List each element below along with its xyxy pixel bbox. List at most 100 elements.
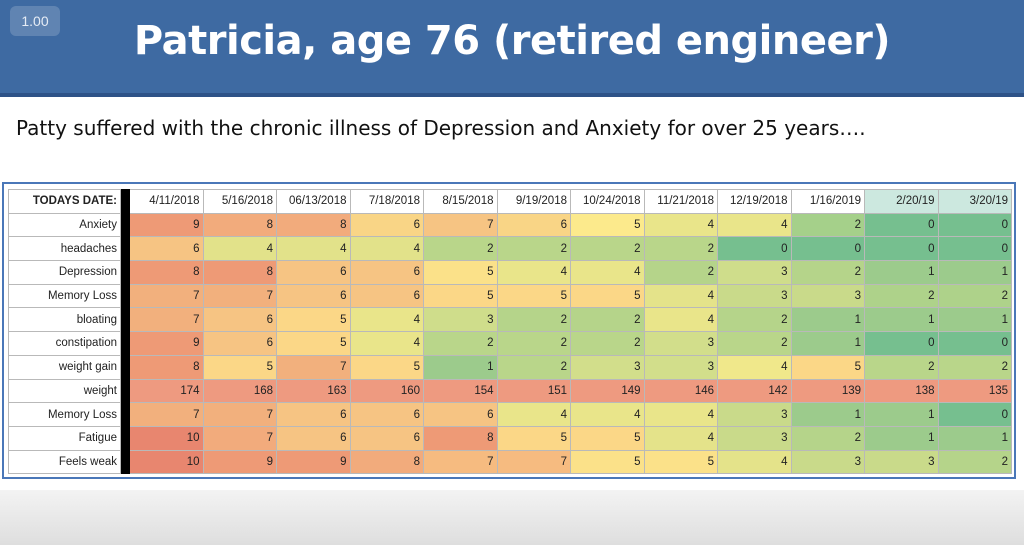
value-cell: 1 xyxy=(864,425,939,451)
table-row: constipation 9 6 5 4 2 2 2 3 2 1 0 0 xyxy=(8,331,1012,356)
value-cell: 7 xyxy=(202,283,277,309)
value-cell: 5 xyxy=(423,283,498,309)
value-cell: 4 xyxy=(570,260,645,285)
value-cell: 6 xyxy=(423,402,498,427)
column-separator xyxy=(120,449,130,475)
value-cell: 3 xyxy=(790,449,865,475)
value-cell: 154 xyxy=(423,378,498,404)
value-cell: 4 xyxy=(643,402,718,427)
value-cell: 1 xyxy=(790,331,865,356)
slide-title: Patricia, age 76 (retired engineer) xyxy=(133,18,891,64)
value-cell: 2 xyxy=(570,331,645,356)
row-label: bloating xyxy=(8,307,121,333)
row-label: headaches xyxy=(8,236,121,262)
date-header-cell: 10/24/2018 xyxy=(570,189,645,214)
value-cell: 2 xyxy=(717,331,792,356)
value-cell: 1 xyxy=(423,354,498,380)
value-cell: 3 xyxy=(864,449,939,475)
value-cell: 5 xyxy=(570,425,645,451)
value-cell: 4 xyxy=(496,402,571,427)
value-cell: 2 xyxy=(496,307,571,333)
date-header-cell: 2/20/19 xyxy=(864,189,939,214)
value-cell: 1 xyxy=(864,307,939,333)
value-cell: 135 xyxy=(937,378,1012,404)
value-cell: 1 xyxy=(790,402,865,427)
value-cell: 6 xyxy=(276,402,351,427)
value-cell: 2 xyxy=(864,354,939,380)
value-cell: 10 xyxy=(129,425,204,451)
row-label: constipation xyxy=(8,331,121,356)
row-label: Feels weak xyxy=(8,449,121,475)
column-separator xyxy=(120,212,130,238)
value-cell: 2 xyxy=(864,283,939,309)
title-banner: 1.00 Patricia, age 76 (retired engineer) xyxy=(0,0,1024,97)
value-cell: 1 xyxy=(937,307,1012,333)
value-cell: 8 xyxy=(423,425,498,451)
value-cell: 1 xyxy=(937,425,1012,451)
row-label: Fatigue xyxy=(8,425,121,451)
value-cell: 10 xyxy=(129,449,204,475)
value-cell: 0 xyxy=(717,236,792,262)
date-header-cell: 7/18/2018 xyxy=(349,189,424,214)
value-cell: 174 xyxy=(129,378,204,404)
value-cell: 0 xyxy=(864,236,939,262)
value-cell: 1 xyxy=(864,402,939,427)
row-label: Memory Loss xyxy=(8,283,121,309)
value-cell: 4 xyxy=(643,212,718,238)
value-cell: 3 xyxy=(570,354,645,380)
value-cell: 5 xyxy=(790,354,865,380)
value-cell: 4 xyxy=(496,260,571,285)
value-cell: 3 xyxy=(717,260,792,285)
value-cell: 4 xyxy=(717,449,792,475)
table-row: Feels weak 10 9 9 8 7 7 5 5 4 3 3 2 xyxy=(8,449,1012,475)
value-cell: 0 xyxy=(864,212,939,238)
value-cell: 1 xyxy=(864,260,939,285)
value-cell: 8 xyxy=(202,260,277,285)
column-separator xyxy=(120,378,130,404)
table-row: Memory Loss 7 7 6 6 6 4 4 4 3 1 1 0 xyxy=(8,402,1012,427)
value-cell: 6 xyxy=(349,260,424,285)
value-cell: 6 xyxy=(349,283,424,309)
date-header-cell: 12/19/2018 xyxy=(717,189,792,214)
value-cell: 5 xyxy=(276,307,351,333)
value-cell: 7 xyxy=(202,425,277,451)
value-cell: 8 xyxy=(202,212,277,238)
value-cell: 2 xyxy=(937,449,1012,475)
date-header-cell: 06/13/2018 xyxy=(276,189,351,214)
column-separator xyxy=(120,189,130,214)
date-header-cell: 1/16/2019 xyxy=(790,189,865,214)
value-cell: 2 xyxy=(790,212,865,238)
table-row: Fatigue 10 7 6 6 8 5 5 4 3 2 1 1 xyxy=(8,425,1012,451)
value-cell: 146 xyxy=(643,378,718,404)
value-cell: 149 xyxy=(570,378,645,404)
table-row: bloating 7 6 5 4 3 2 2 4 2 1 1 1 xyxy=(8,307,1012,333)
row-label: weight xyxy=(8,378,121,404)
table-row: Memory Loss 7 7 6 6 5 5 5 4 3 3 2 2 xyxy=(8,283,1012,309)
value-cell: 3 xyxy=(643,354,718,380)
value-cell: 0 xyxy=(937,402,1012,427)
value-cell: 6 xyxy=(276,425,351,451)
value-cell: 5 xyxy=(423,260,498,285)
value-cell: 0 xyxy=(937,331,1012,356)
value-cell: 8 xyxy=(349,449,424,475)
row-label: Memory Loss xyxy=(8,402,121,427)
table-row: Anxiety 9 8 8 6 7 6 5 4 4 2 0 0 xyxy=(8,212,1012,238)
value-cell: 7 xyxy=(276,354,351,380)
date-header-cell: 11/21/2018 xyxy=(643,189,718,214)
value-cell: 5 xyxy=(570,449,645,475)
date-header-cell: 8/15/2018 xyxy=(423,189,498,214)
value-cell: 4 xyxy=(349,307,424,333)
value-cell: 163 xyxy=(276,378,351,404)
date-header-cell: 5/16/2018 xyxy=(202,189,277,214)
value-cell: 6 xyxy=(276,260,351,285)
value-cell: 5 xyxy=(202,354,277,380)
table-row: Depression 8 8 6 6 5 4 4 2 3 2 1 1 xyxy=(8,260,1012,285)
table-row: weight 174 168 163 160 154 151 149 146 142 139 138 1… xyxy=(8,378,1012,404)
row-label: weight gain xyxy=(8,354,121,380)
zoom-indicator[interactable]: 1.00 xyxy=(10,6,60,36)
value-cell: 5 xyxy=(643,449,718,475)
value-cell: 0 xyxy=(937,236,1012,262)
value-cell: 5 xyxy=(570,212,645,238)
value-cell: 8 xyxy=(276,212,351,238)
value-cell: 6 xyxy=(349,212,424,238)
